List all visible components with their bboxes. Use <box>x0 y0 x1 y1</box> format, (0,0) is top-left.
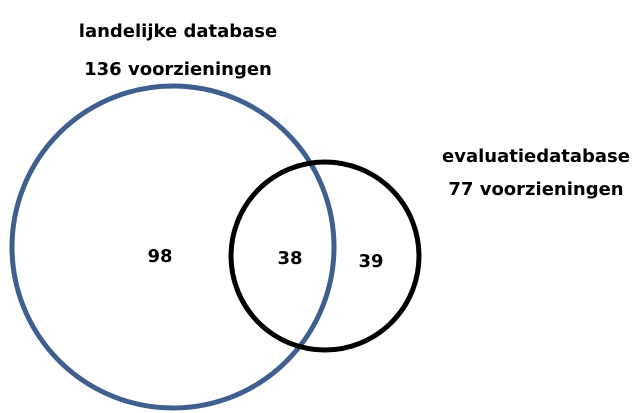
region-count: 98 <box>147 246 172 267</box>
set-label: evaluatiedatabase <box>442 146 630 167</box>
region-count: 39 <box>358 251 383 272</box>
set-circle-evaluatie <box>228 159 422 353</box>
set-count: 77 voorzieningen <box>448 179 623 200</box>
region-count: 38 <box>277 248 302 269</box>
set-label: landelijke database <box>79 21 277 42</box>
set-circle-landelijk <box>9 83 337 411</box>
set-count: 136 voorzieningen <box>84 59 272 80</box>
